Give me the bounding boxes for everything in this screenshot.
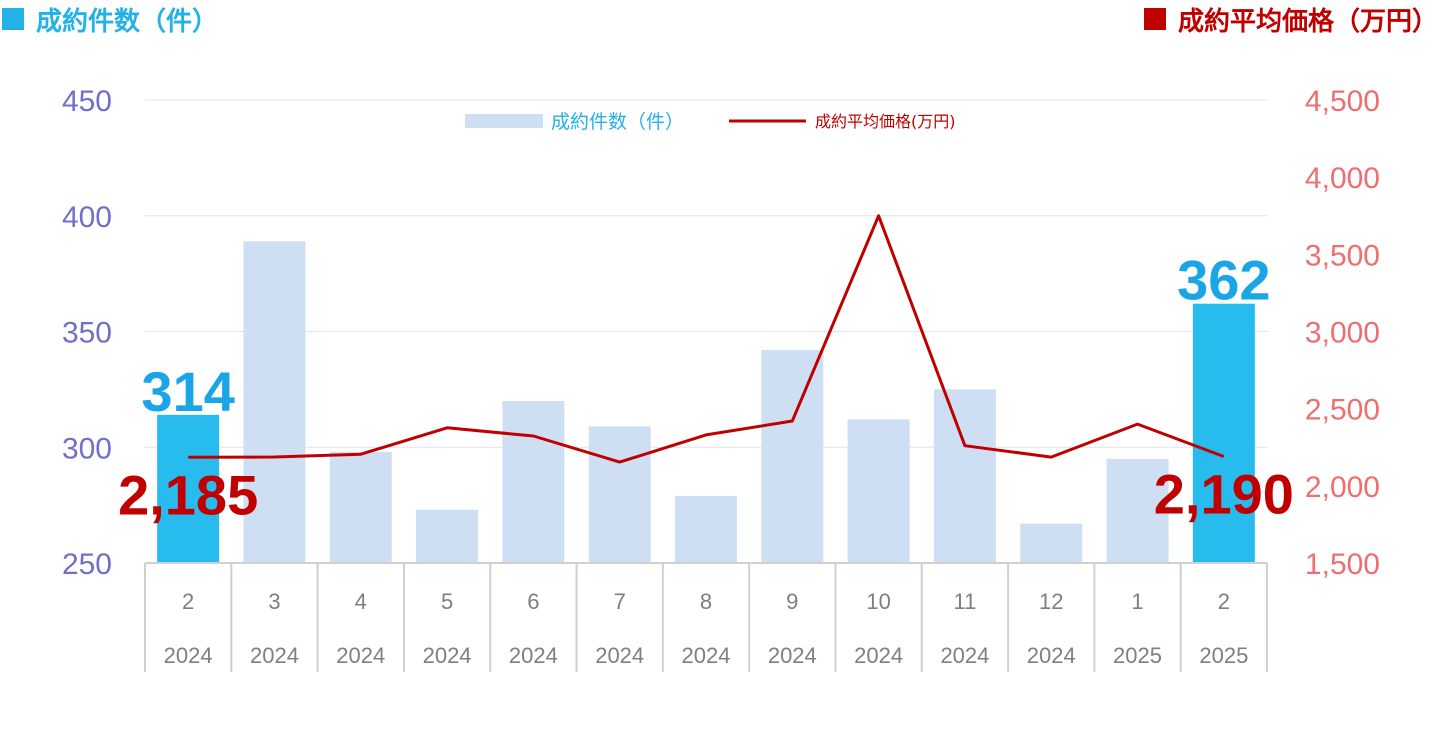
right-tick-label: 4,500 <box>1305 85 1380 118</box>
x-tick-year: 2024 <box>854 643 903 668</box>
x-tick-year: 2024 <box>250 643 299 668</box>
right-axis-title: 成約平均価格（万円） <box>1143 2 1438 37</box>
bar <box>933 389 996 563</box>
x-tick-month: 9 <box>786 589 798 614</box>
legend: 成約件数（件） 成約平均価格(万円) <box>465 111 956 133</box>
legend-bar-label: 成約件数（件） <box>551 111 684 133</box>
right-tick-label: 3,500 <box>1305 239 1380 272</box>
line-value-label: 2,190 <box>1154 463 1294 526</box>
axes: 250 300 350 400 450 1,500 2,000 2,500 3,000 3,500… <box>62 85 1380 672</box>
x-tick-year: 2025 <box>1113 643 1162 668</box>
right-tick-label: 4,000 <box>1305 162 1380 195</box>
x-tick-month: 7 <box>614 589 626 614</box>
left-title-text: 成約件数（件） <box>36 6 219 37</box>
line-value-label: 2,185 <box>118 463 258 526</box>
x-tick-month: 2 <box>1218 589 1230 614</box>
bar <box>502 400 565 563</box>
right-tick-label: 3,000 <box>1305 317 1380 350</box>
bar-series <box>157 241 1255 563</box>
right-tick-label: 2,000 <box>1305 471 1380 504</box>
left-tick-label: 350 <box>62 317 112 350</box>
x-tick-year: 2024 <box>768 643 817 668</box>
x-tick-year: 2024 <box>1027 643 1076 668</box>
legend-bar-swatch <box>465 114 543 128</box>
bar <box>243 241 306 563</box>
bar <box>329 451 392 563</box>
right-tick-label: 1,500 <box>1305 548 1380 581</box>
right-title-square-icon <box>1143 8 1166 30</box>
x-tick-month: 4 <box>355 589 367 614</box>
left-tick-label: 300 <box>62 432 112 465</box>
x-tick-year: 2024 <box>595 643 644 668</box>
x-tick-year: 2024 <box>336 643 385 668</box>
bar <box>675 495 737 563</box>
left-tick-label: 400 <box>62 201 112 234</box>
x-tick-month: 3 <box>268 589 280 614</box>
x-tick-month: 2 <box>182 589 194 614</box>
left-axis-title: 成約件数（件） <box>2 2 219 37</box>
bar-value-label: 362 <box>1177 249 1270 312</box>
bar <box>847 419 910 563</box>
left-title-square-icon <box>2 8 24 30</box>
right-tick-label: 2,500 <box>1305 394 1380 427</box>
x-tick-year: 2024 <box>164 643 213 668</box>
x-tick-year: 2024 <box>940 643 989 668</box>
x-tick-year: 2024 <box>509 643 558 668</box>
bar <box>1020 523 1083 563</box>
legend-line-label: 成約平均価格(万円) <box>815 112 956 131</box>
x-tick-month: 5 <box>441 589 453 614</box>
x-tick-month: 12 <box>1039 589 1063 614</box>
bar <box>1192 303 1255 563</box>
x-tick-month: 6 <box>527 589 539 614</box>
x-tick-year: 2024 <box>682 643 731 668</box>
bar <box>588 426 651 563</box>
left-tick-label: 450 <box>62 85 112 118</box>
bar <box>1106 458 1169 563</box>
gridlines <box>145 99 1267 448</box>
x-tick-month: 1 <box>1131 589 1143 614</box>
x-tick-month: 11 <box>954 589 977 614</box>
bar <box>416 509 479 563</box>
x-tick-year: 2025 <box>1199 643 1248 668</box>
bar <box>761 350 824 563</box>
x-tick-month: 10 <box>866 589 890 614</box>
bar <box>157 414 220 563</box>
bar-value-label: 314 <box>141 360 234 423</box>
data-labels: 314 2,185 362 2,190 <box>118 249 1294 527</box>
line-series <box>188 214 1225 464</box>
x-tick-year: 2024 <box>423 643 472 668</box>
x-tick-month: 8 <box>700 589 712 614</box>
right-title-text: 成約平均価格（万円） <box>1177 6 1438 37</box>
left-tick-label: 250 <box>62 548 112 581</box>
price-line <box>188 214 1225 464</box>
